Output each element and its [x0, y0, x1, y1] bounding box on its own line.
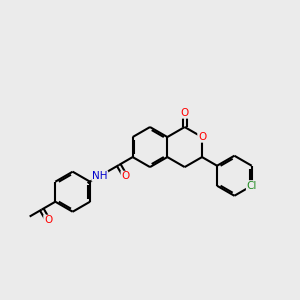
Text: O: O — [121, 171, 129, 181]
Text: O: O — [181, 108, 189, 118]
Text: O: O — [44, 215, 52, 225]
Text: O: O — [198, 132, 206, 142]
Text: Cl: Cl — [247, 181, 257, 191]
Text: NH: NH — [92, 171, 108, 181]
